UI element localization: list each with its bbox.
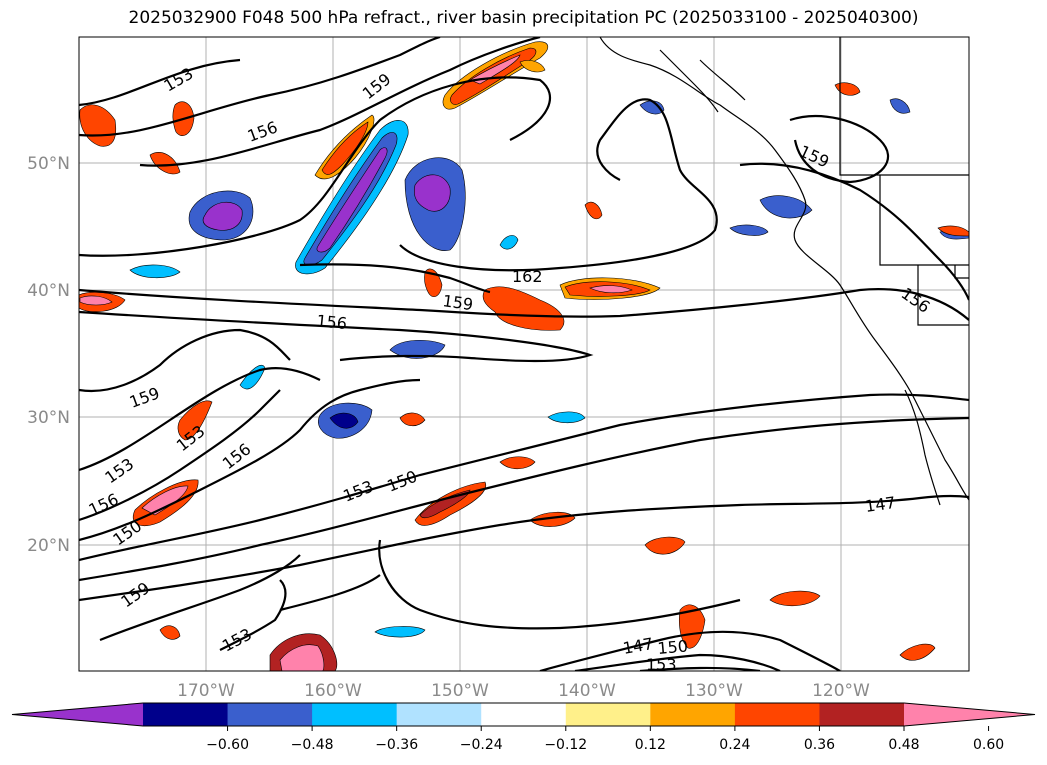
latitude-labels: 50°N 40°N 30°N 20°N [27,154,70,556]
colorbar-tick-label: −0.24 [460,737,503,753]
lat-label-20n: 20°N [27,536,70,556]
contour-label: 159 [441,291,474,314]
colorbar-swatch [734,703,820,726]
colorbar-tick-label: −0.12 [544,737,587,753]
map-background [79,37,969,671]
lat-label-50n: 50°N [27,154,70,174]
colorbar-tick-label: 0.48 [888,737,919,753]
colorbar-extend-low [12,703,143,726]
contour-label: 153 [646,655,677,674]
refractivity-contours [79,37,969,671]
contour-label: 156 [316,311,348,333]
colorbar-outline [11,702,1036,727]
colorbar-tick-label: −0.36 [375,737,418,753]
colorbar-extend-high [904,703,1035,726]
lon-label-140w: 140°W [558,681,616,701]
map-content [79,37,969,671]
lon-label-120w: 120°W [812,681,870,701]
lon-label-170w: 170°W [177,681,235,701]
lat-label-30n: 30°N [27,408,70,428]
colorbar-swatch [650,703,736,726]
colorbar-swatch [227,703,313,726]
colorbar-tick-label: 0.24 [719,737,750,753]
colorbar-swatch [819,703,905,726]
colorbar-tick-label: −0.60 [206,737,249,753]
map-frame [78,36,970,672]
graticule [79,37,969,671]
colorbar-swatch [396,703,482,726]
colorbar: −0.60 −0.48 −0.36 −0.24 −0.12 0.12 0.24 0.36 0.4… [11,702,1036,753]
contour-label: 147 [864,493,897,516]
coastline [599,37,969,506]
colorbar-swatch [481,703,567,726]
colorbar-swatch [312,703,398,726]
contour-label: 150 [657,636,689,658]
colorbar-swatch [565,703,651,726]
longitude-labels: 170°W 160°W 150°W 140°W 130°W 120°W [177,681,870,701]
chart-title: 2025032900 F048 500 hPa refract., river … [128,8,919,28]
colorbar-tick-label: 0.36 [804,737,835,753]
colorbar-tick-label: 0.60 [973,737,1004,753]
lon-label-160w: 160°W [304,681,362,701]
colorbar-tick-label: −0.48 [291,737,334,753]
lon-label-150w: 150°W [431,681,489,701]
colorbar-swatch [143,703,229,726]
colorbar-tick-label: 0.12 [635,737,666,753]
lon-label-130w: 130°W [685,681,743,701]
contour-label: 162 [512,267,543,286]
lat-label-40n: 40°N [27,281,70,301]
shaded-anomalies [79,41,969,671]
